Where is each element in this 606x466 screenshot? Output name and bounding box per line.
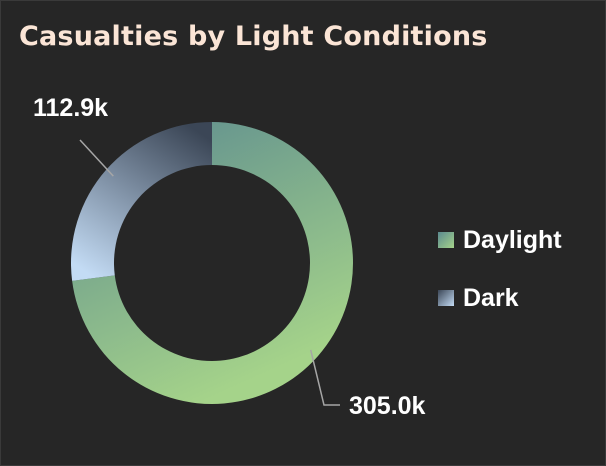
- legend-label-dark: Dark: [463, 283, 519, 312]
- legend-swatch-dark: [438, 290, 454, 306]
- data-label-dark: 112.9k: [33, 94, 108, 122]
- legend-swatch-daylight: [438, 232, 454, 248]
- chart-legend: Daylight Dark: [438, 211, 562, 327]
- donut-slice-dark[interactable]: [71, 122, 213, 281]
- legend-item-dark[interactable]: Dark: [438, 269, 562, 327]
- data-label-daylight: 305.0k: [349, 392, 426, 420]
- legend-item-daylight[interactable]: Daylight: [438, 211, 562, 269]
- donut-slice-daylight[interactable]: [72, 122, 353, 404]
- leader-line-daylight: [309, 349, 340, 406]
- leader-line-dark: [79, 139, 114, 177]
- chart-title: Casualties by Light Conditions: [19, 21, 488, 52]
- legend-label-daylight: Daylight: [463, 225, 562, 254]
